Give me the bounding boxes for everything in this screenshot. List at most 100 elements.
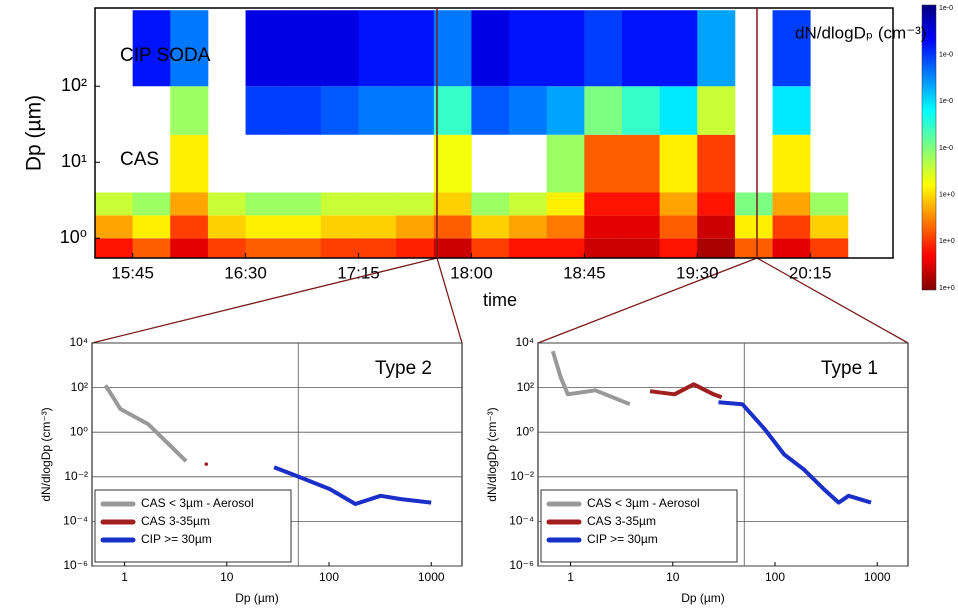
x-tick-label: 15:45 [111, 263, 154, 282]
y-tick-label: 10⁰ [70, 424, 88, 438]
heatmap-cell [621, 215, 661, 239]
heatmap-cell [358, 215, 397, 239]
colorbar-tick-label: 1e-0 [939, 98, 953, 105]
heatmap-cell [772, 10, 811, 87]
heatmap-cell [509, 10, 548, 87]
y-tick-label: 10⁻⁴ [63, 514, 88, 528]
y-axis-label: dN/dlogDp (cm⁻³) [485, 407, 499, 501]
heatmap-cell [509, 238, 548, 258]
heatmap-cell [396, 238, 435, 258]
heatmap-cell [584, 134, 623, 193]
heatmap-cell [132, 192, 171, 216]
y-tick-label: 10⁻² [64, 469, 88, 483]
heatmap-cell [471, 86, 510, 135]
colorbar-tick-label: 1e-0 [939, 5, 953, 12]
chart-title: Type 2 [375, 358, 432, 379]
y-tick-label: 10⁻⁴ [509, 514, 534, 528]
heatmap-cell [621, 134, 661, 193]
heatmap-cell [283, 238, 322, 258]
data-line [718, 400, 872, 505]
connector [436, 257, 463, 344]
heatmap-cell [170, 192, 209, 216]
heatmap-cell [245, 192, 284, 216]
connector [756, 257, 909, 344]
heatmap-cell [772, 192, 811, 216]
heatmap-cell [320, 238, 359, 258]
x-axis-label: Dp (µm) [235, 591, 279, 605]
annotation: CIP SODA [120, 45, 211, 66]
data-line [649, 382, 723, 400]
heatmap-cell [433, 134, 472, 193]
data-line [273, 465, 432, 506]
heatmap-cell [207, 192, 246, 216]
heatmap-cell [810, 238, 849, 258]
y-tick-label: 10² [517, 380, 534, 394]
annotation: CAS [120, 149, 159, 170]
y-tick-label: 10⁰ [516, 424, 534, 438]
y-axis-label: Dp (µm) [23, 95, 46, 171]
heatmap-cell [358, 238, 397, 258]
heatmap-cell [170, 238, 209, 258]
heatmap-cell [772, 134, 811, 193]
heatmap-cell [546, 238, 585, 258]
connector [91, 257, 438, 344]
heatmap-cell [659, 10, 698, 87]
heatmap-cell [433, 215, 472, 239]
heatmap-cell [659, 134, 698, 193]
heatmap-cell [772, 86, 811, 135]
x-tick-label: 10 [220, 570, 234, 584]
data-line [550, 350, 631, 407]
heatmap-cell [621, 192, 661, 216]
heatmap-cell [584, 238, 623, 258]
heatmap-cell [810, 215, 849, 239]
heatmap-cell [697, 215, 736, 239]
heatmap-cell [358, 10, 397, 87]
y-tick-label: 10⁻⁶ [63, 558, 88, 572]
heatmap-cell [546, 134, 585, 193]
x-tick-label: 10 [666, 570, 680, 584]
heatmap-cell [509, 192, 548, 216]
heatmap-cell [697, 10, 736, 87]
y-tick-label: 10² [71, 380, 88, 394]
heatmap-cell [132, 238, 171, 258]
heatmap-cell [95, 215, 134, 239]
heatmap-cell [509, 86, 548, 135]
heatmap-cell [132, 215, 171, 239]
heatmap-cell [320, 192, 359, 216]
heatmap-cell [433, 192, 472, 216]
x-tick-label: 18:45 [563, 263, 606, 282]
heatmap-cell [170, 134, 209, 193]
heatmap-cell [734, 238, 773, 258]
colorbar-tick-label: 1e+0 [939, 192, 955, 199]
colorbar-tick-label: 1e+0 [939, 285, 955, 292]
heatmap-cell [546, 10, 585, 87]
x-tick-label: 19:30 [676, 263, 719, 282]
heatmap-cell [283, 192, 322, 216]
heatmap-cell [659, 238, 698, 258]
heatmap-cell [283, 215, 322, 239]
plot-frame [94, 7, 894, 259]
heatmap-cell [546, 86, 585, 135]
heatmap-cell [509, 215, 548, 239]
heatmap-cell [396, 215, 435, 239]
heatmap-cell [621, 10, 661, 87]
heatmap-cell [358, 86, 397, 135]
chart-title: Type 1 [821, 358, 878, 379]
y-tick-label: 10⁻² [510, 469, 534, 483]
legend-label: CIP >= 30µm [587, 532, 658, 546]
heatmap-cells [95, 10, 849, 258]
heatmap-cell [471, 192, 510, 216]
zoom-connectors [91, 257, 909, 344]
heatmap-cell [584, 86, 623, 135]
heatmap-cell [697, 86, 736, 135]
heatmap-cell [283, 10, 322, 87]
heatmap-cell [207, 238, 246, 258]
data-point [204, 462, 209, 466]
colorbar-tick-label: 1e-0 [939, 52, 953, 59]
heatmap-cell [245, 215, 284, 239]
heatmap-cell [471, 10, 510, 87]
heatmap-cell [95, 238, 134, 258]
heatmap-cell [170, 215, 209, 239]
